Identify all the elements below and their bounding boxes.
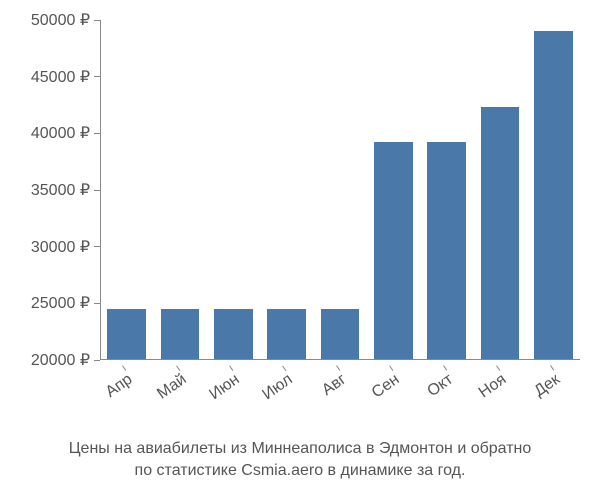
plot-area bbox=[100, 20, 580, 360]
x-tick-label: Авг bbox=[319, 371, 349, 399]
bar bbox=[267, 309, 305, 360]
x-tick: Авг bbox=[319, 371, 350, 400]
x-tick: Июн bbox=[206, 371, 243, 404]
y-tick: 45000 ₽ bbox=[0, 67, 100, 87]
x-tick-mark bbox=[443, 365, 447, 370]
x-tick: Дек bbox=[531, 371, 563, 401]
x-tick-label: Июл bbox=[260, 371, 296, 404]
x-tick-mark bbox=[389, 365, 393, 370]
y-tick: 40000 ₽ bbox=[0, 123, 100, 143]
x-tick-label: Дек bbox=[531, 371, 563, 400]
x-tick-label: Сен bbox=[369, 371, 403, 402]
x-tick-mark bbox=[549, 365, 553, 370]
y-tick-label: 20000 ₽ bbox=[31, 350, 90, 370]
x-tick: Ноя bbox=[476, 371, 510, 402]
bar bbox=[374, 142, 412, 360]
bar bbox=[534, 31, 572, 360]
x-tick-mark bbox=[229, 365, 233, 370]
x-tick: Май bbox=[154, 371, 190, 404]
x-tick-mark bbox=[123, 365, 127, 370]
x-tick: Июл bbox=[260, 371, 297, 404]
x-tick: Окт bbox=[424, 371, 456, 401]
y-tick-label: 25000 ₽ bbox=[31, 293, 90, 313]
x-tick-mark bbox=[176, 365, 180, 370]
bar bbox=[214, 309, 252, 360]
y-tick-label: 45000 ₽ bbox=[31, 67, 90, 87]
x-tick-label: Июн bbox=[206, 371, 242, 403]
y-tick-label: 50000 ₽ bbox=[31, 10, 90, 30]
x-axis-ticks: Апр Май Июн Июл Авг Сен Окт Ноя Дек bbox=[100, 366, 580, 446]
x-tick-label: Окт bbox=[424, 371, 456, 400]
bar bbox=[321, 309, 359, 360]
x-tick-mark bbox=[496, 365, 500, 370]
x-tick: Сен bbox=[369, 371, 403, 403]
y-tick: 30000 ₽ bbox=[0, 237, 100, 257]
x-tick-label: Ноя bbox=[476, 371, 510, 402]
bar bbox=[481, 107, 519, 360]
y-axis-ticks: 20000 ₽25000 ₽30000 ₽35000 ₽40000 ₽45000… bbox=[0, 20, 100, 360]
chart-caption: Цены на авиабилеты из Миннеаполиса в Эдм… bbox=[0, 438, 600, 481]
x-tick: Апр bbox=[103, 371, 136, 402]
y-tick-label: 40000 ₽ bbox=[31, 123, 90, 143]
y-tick: 25000 ₽ bbox=[0, 293, 100, 313]
caption-line-2: по статистике Csmia.aero в динамике за г… bbox=[0, 460, 600, 482]
price-chart: 20000 ₽ 25000 ₽ 30000 ₽ 35000 ₽ 40000 ₽ 45000… bbox=[0, 0, 600, 500]
bars-container bbox=[100, 20, 580, 360]
caption-line-1: Цены на авиабилеты из Миннеаполиса в Эдм… bbox=[0, 438, 600, 460]
x-tick-mark bbox=[283, 365, 287, 370]
x-tick-label: Апр bbox=[103, 371, 136, 401]
y-tick: 35000 ₽ bbox=[0, 180, 100, 200]
y-tick: 20000 ₽ bbox=[0, 350, 100, 370]
y-tick: 50000 ₽ bbox=[0, 10, 100, 30]
y-tick-label: 35000 ₽ bbox=[31, 180, 90, 200]
x-tick-mark bbox=[336, 365, 340, 370]
bar bbox=[427, 142, 465, 360]
bar bbox=[161, 309, 199, 360]
y-tick-label: 30000 ₽ bbox=[31, 237, 90, 257]
x-tick-label: Май bbox=[154, 371, 189, 403]
bar bbox=[107, 309, 145, 360]
